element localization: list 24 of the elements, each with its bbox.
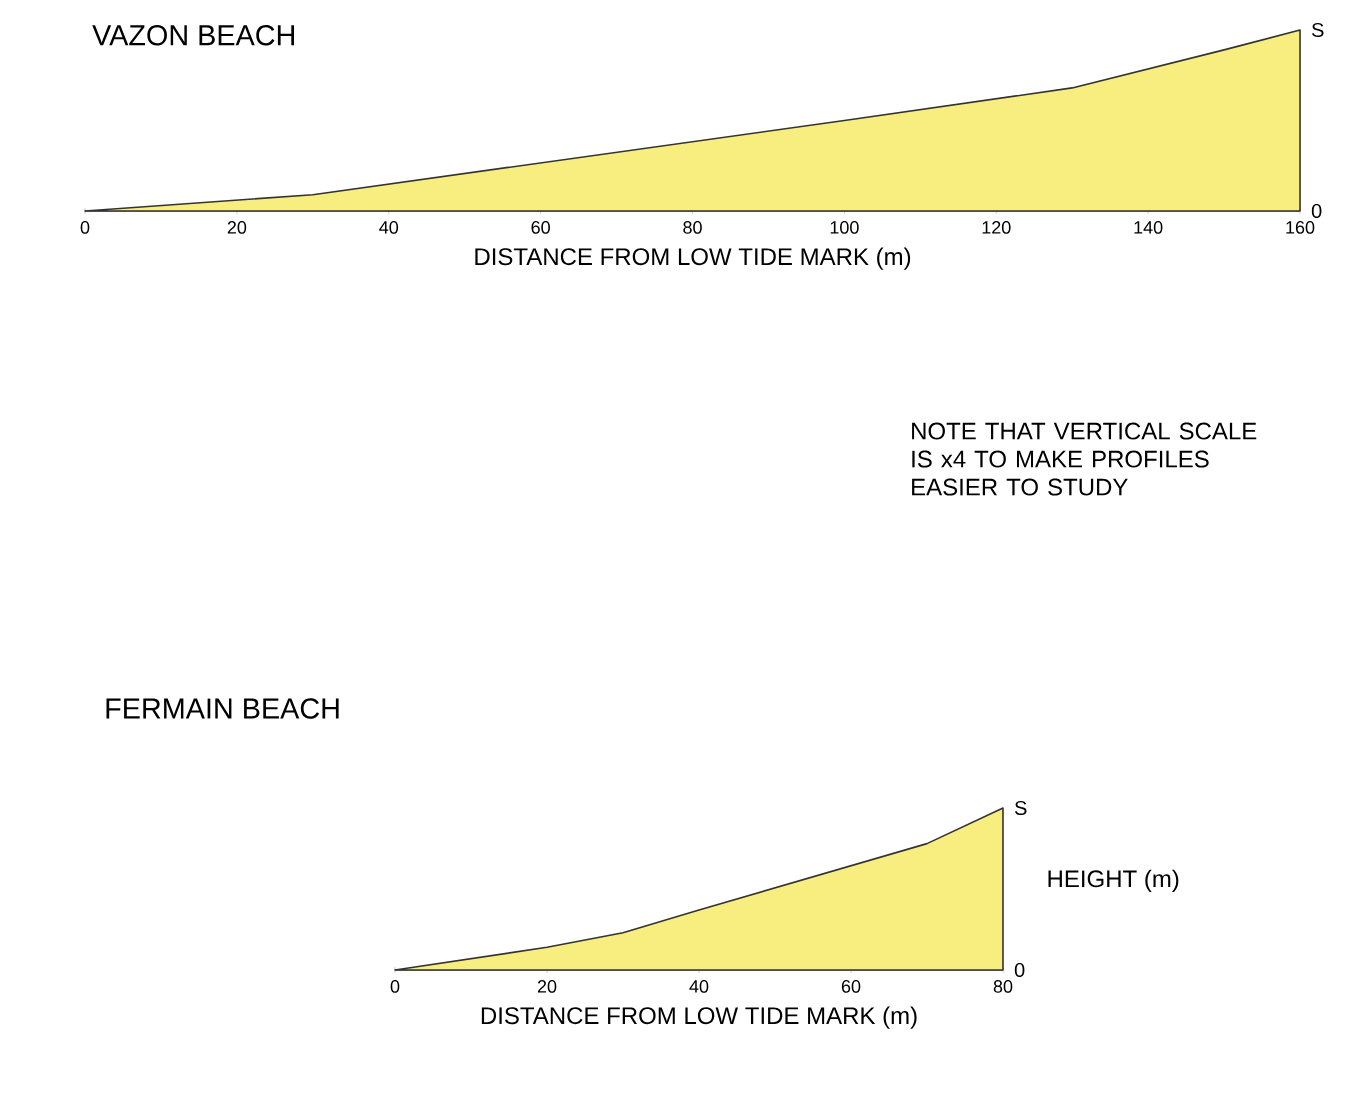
x-tick-label: 0 — [390, 980, 400, 993]
x-tick-label: 60 — [531, 221, 550, 234]
y-axis-title: HEIGHT (m) — [1048, 869, 1179, 893]
text: NOTE THAT VERTICAL SCALE IS x4 TO MAKE PROFILES EASIER TO STUDY — [912, 422, 1257, 496]
x-tick-label: 140 — [1134, 221, 1163, 234]
x-tick-label: 160 — [1286, 221, 1315, 234]
x-tick-label: 0 — [80, 221, 90, 234]
x-tick-label: 120 — [982, 221, 1011, 234]
chart-title: VAZON BEACH — [92, 25, 294, 46]
x-tick-label: 20 — [537, 980, 557, 993]
text: 0 — [1014, 962, 1025, 978]
x-tick-label: 80 — [993, 980, 1013, 993]
x-axis-title: DISTANCE FROM LOW TIDE MARK (m) — [481, 1006, 917, 1029]
x-tick-label: 40 — [379, 221, 399, 234]
text: S — [1311, 22, 1324, 38]
x-tick-label: 40 — [689, 980, 709, 993]
text: 0 — [1311, 203, 1322, 219]
x-tick-label: 100 — [830, 221, 859, 234]
x-tick-label: 80 — [683, 221, 702, 234]
x-tick-label: 20 — [227, 221, 247, 234]
x-tick-label: 60 — [841, 980, 861, 993]
x-axis-title: DISTANCE FROM LOW TIDE MARK (m) — [475, 247, 911, 270]
chart-title: FERMAIN BEACH — [106, 698, 339, 719]
text: S — [1014, 800, 1027, 816]
